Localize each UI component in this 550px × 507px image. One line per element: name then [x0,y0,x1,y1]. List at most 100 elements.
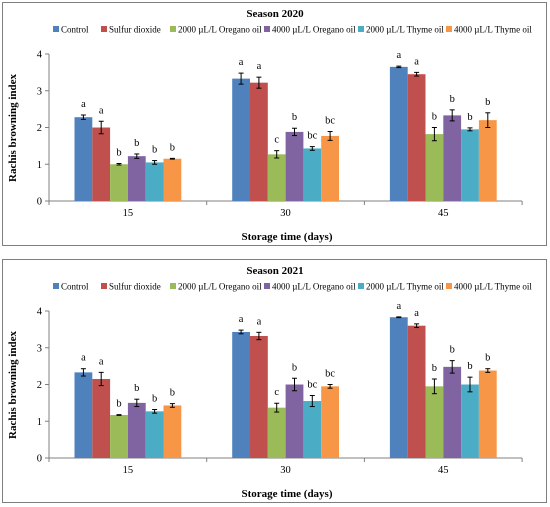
chart-svg-2020: Season 2020 Control Sulfur dioxide 2000 µL… [7,8,532,243]
significance-letter: a [257,316,262,327]
y-tick-label: 0 [37,454,42,465]
significance-letter: b [450,94,455,105]
y-tick-label: 2 [37,380,42,391]
legend-swatch [446,26,452,32]
x-tick-label: 30 [280,208,291,219]
significance-letter: a [414,308,419,319]
bar [443,115,462,201]
significance-letter: a [99,105,104,116]
significance-letter: a [239,57,244,68]
chart-title: Season 2021 [246,265,303,277]
bar [389,66,408,201]
legend-swatch [264,26,270,32]
legend-label: 2000 µL/L Thyme oil [366,282,444,292]
bar [425,134,444,201]
y-tick-label: 4 [37,307,43,318]
x-axis-title: Storage time (days) [241,488,332,500]
significance-letter: b [485,353,490,364]
bar [321,135,339,201]
legend-label: 2000 µL/L Oregano oil [178,282,262,292]
bar [145,411,164,458]
bar [163,158,182,201]
bar [267,154,286,201]
significance-letter: a [396,50,401,61]
legend-label: 4000 µL/L Oregano oil [272,282,356,292]
bar [443,366,462,458]
significance-letter: a [414,56,419,67]
significance-letter: b [152,145,157,156]
y-tick-label: 3 [37,86,42,97]
legend-swatch [170,26,176,32]
y-tick-label: 3 [37,343,42,354]
significance-letter: a [239,314,244,325]
legend-swatch [101,283,107,289]
y-tick-label: 0 [37,197,42,208]
significance-letter: bc [325,116,335,127]
x-tick-label: 15 [123,208,134,219]
significance-letter: a [81,353,86,364]
significance-letter: a [257,61,262,72]
significance-letter: b [116,399,121,410]
legend-label: 4000 µL/L Thyme oil [454,282,532,292]
significance-letter: b [292,362,297,373]
legend-label: Sulfur dioxide [109,282,161,292]
bar [407,325,426,458]
legend: Control Sulfur dioxide 2000 µL/L Oregano o… [53,25,532,35]
legend-label: 2000 µL/L Oregano oil [178,25,262,35]
legend-label: Control [61,282,89,292]
bar [232,331,250,458]
bar [321,386,339,458]
bar [461,129,479,201]
x-tick-label: 30 [280,465,291,476]
significance-letter: b [152,393,157,404]
significance-letter: b [450,345,455,356]
bar [478,120,497,201]
bar [389,317,408,458]
bar [303,401,322,458]
legend-label: 4000 µL/L Oregano oil [272,25,356,35]
chart-title: Season 2020 [246,8,304,20]
significance-letter: b [134,383,139,394]
legend-swatch [358,283,364,289]
bar [250,82,268,201]
significance-letter: b [432,363,437,374]
significance-letter: b [467,112,472,123]
bar [127,402,146,458]
bar [232,78,250,201]
significance-letter: b [432,112,437,123]
bar [407,74,426,201]
legend-label: Sulfur dioxide [109,25,161,35]
legend-swatch [53,283,59,289]
legend-swatch [446,283,452,289]
significance-letter: b [292,112,297,123]
significance-letter: b [116,148,121,159]
bar [267,407,286,458]
x-tick-label: 15 [123,465,134,476]
significance-letter: a [99,356,104,367]
x-tick-label: 45 [438,465,449,476]
significance-letter: c [274,135,279,146]
significance-letter: bc [307,131,317,142]
significance-letter: b [134,138,139,149]
bar [110,164,128,201]
bar [285,131,304,201]
bar [92,127,111,201]
y-tick-label: 1 [37,160,42,171]
legend-swatch [358,26,364,32]
legend-label: 2000 µL/L Thyme oil [366,25,444,35]
y-tick-label: 2 [37,123,42,134]
significance-letter: a [81,99,86,110]
chart-panel-2021: Season 2021 Control Sulfur dioxide 2000 µL… [2,259,547,503]
significance-letter: b [485,97,490,108]
significance-letter: bc [307,380,317,391]
x-tick-label: 45 [438,208,449,219]
bar [74,117,93,201]
bar [461,384,479,458]
legend-swatch [264,283,270,289]
chart-panel-2020: Season 2020 Control Sulfur dioxide 2000 µL… [2,2,547,246]
significance-letter: c [274,387,279,398]
significance-letter: bc [325,369,335,380]
x-axis-title: Storage time (days) [241,231,332,243]
